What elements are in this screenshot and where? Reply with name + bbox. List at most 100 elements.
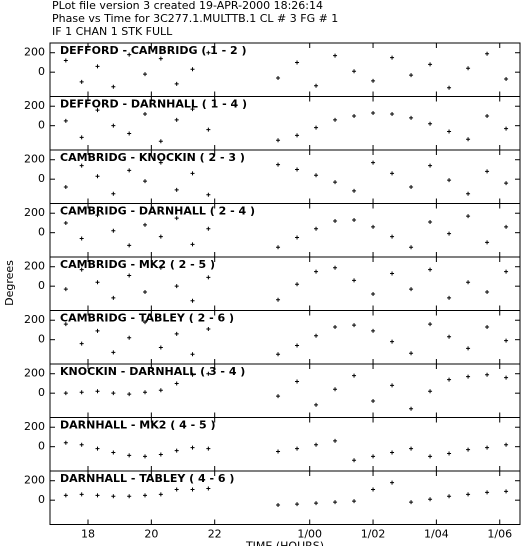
data-point <box>409 73 414 78</box>
data-point <box>63 391 68 396</box>
data-point <box>371 160 376 165</box>
data-point <box>466 374 471 379</box>
data-point <box>79 163 84 168</box>
data-point <box>63 440 68 445</box>
data-point <box>63 287 68 292</box>
data-point <box>409 500 414 505</box>
data-point <box>158 492 163 497</box>
data-point <box>504 126 509 131</box>
data-point <box>314 501 319 506</box>
data-point <box>276 394 281 399</box>
data-point <box>190 171 195 176</box>
data-point <box>143 72 148 77</box>
data-point <box>295 60 300 65</box>
y-tick-label: 0 <box>38 386 45 399</box>
data-point <box>143 290 148 295</box>
data-point <box>485 490 490 495</box>
data-point <box>390 339 395 344</box>
data-point <box>111 350 116 355</box>
data-point <box>174 187 179 192</box>
data-point <box>447 178 452 183</box>
data-point <box>352 188 357 193</box>
y-tick-label: 200 <box>24 420 45 433</box>
data-point <box>295 282 300 287</box>
y-tick-label: 200 <box>24 153 45 166</box>
data-point <box>409 287 414 292</box>
data-point <box>111 450 116 455</box>
data-point <box>504 489 509 494</box>
data-point <box>428 389 433 394</box>
data-point <box>333 219 338 224</box>
data-point <box>174 81 179 86</box>
data-point <box>206 50 211 55</box>
data-point <box>390 450 395 455</box>
data-point <box>206 226 211 231</box>
y-tick-label: 0 <box>38 333 45 346</box>
data-point <box>190 67 195 72</box>
data-point <box>95 213 100 218</box>
data-point <box>371 224 376 229</box>
y-tick-label: 200 <box>24 313 45 326</box>
data-point <box>333 180 338 185</box>
data-point <box>95 108 100 113</box>
data-point <box>95 446 100 451</box>
data-point <box>371 111 376 116</box>
data-point <box>447 334 452 339</box>
panel-title: DEFFORD - DARNHALL ( 1 - 4 ) <box>60 98 247 111</box>
data-point <box>111 391 116 396</box>
data-point <box>127 273 132 278</box>
data-point <box>190 352 195 357</box>
y-tick-label: 200 <box>24 367 45 380</box>
data-point <box>352 373 357 378</box>
data-point <box>409 115 414 120</box>
data-point <box>314 333 319 338</box>
data-point <box>333 500 338 505</box>
data-point <box>485 113 490 118</box>
y-tick-label: 0 <box>38 493 45 506</box>
data-point <box>371 328 376 333</box>
data-point <box>158 388 163 393</box>
data-point <box>63 322 68 327</box>
data-point <box>314 125 319 130</box>
data-point <box>447 377 452 382</box>
data-point <box>352 218 357 223</box>
data-point <box>127 392 132 397</box>
data-point <box>63 220 68 225</box>
data-point <box>143 390 148 395</box>
data-point <box>143 493 148 498</box>
y-axis-label: Degrees <box>3 260 16 306</box>
data-point <box>127 243 132 248</box>
data-point <box>352 499 357 504</box>
data-point <box>143 222 148 227</box>
header-line: Phase vs Time for 3C277.1.MULTTB.1 CL # … <box>52 12 338 25</box>
data-point <box>428 267 433 272</box>
y-tick-label: 200 <box>24 474 45 487</box>
data-point <box>314 402 319 407</box>
data-point <box>314 442 319 447</box>
data-point <box>127 335 132 340</box>
data-point <box>485 445 490 450</box>
data-point <box>314 173 319 178</box>
data-point <box>295 167 300 172</box>
data-point <box>158 160 163 165</box>
data-point <box>158 56 163 61</box>
data-point <box>127 494 132 499</box>
data-point <box>295 446 300 451</box>
data-point <box>79 135 84 140</box>
data-point <box>409 245 414 250</box>
data-point <box>390 55 395 60</box>
data-point <box>447 85 452 90</box>
panel-frame <box>49 470 521 525</box>
data-point <box>158 234 163 239</box>
data-point <box>485 240 490 245</box>
y-tick-label: 0 <box>38 226 45 239</box>
panel-title: CAMBRIDG - KNOCKIN ( 2 - 3 ) <box>60 151 245 164</box>
data-point <box>447 451 452 456</box>
panel-title: DEFFORD - CAMBRIDG ( 1 - 2 ) <box>60 44 247 57</box>
data-point <box>111 228 116 233</box>
data-point <box>190 298 195 303</box>
data-point <box>127 168 132 173</box>
data-point <box>295 235 300 240</box>
data-point <box>174 284 179 289</box>
header-line: PLot file version 3 created 19-APR-2000 … <box>52 0 323 12</box>
